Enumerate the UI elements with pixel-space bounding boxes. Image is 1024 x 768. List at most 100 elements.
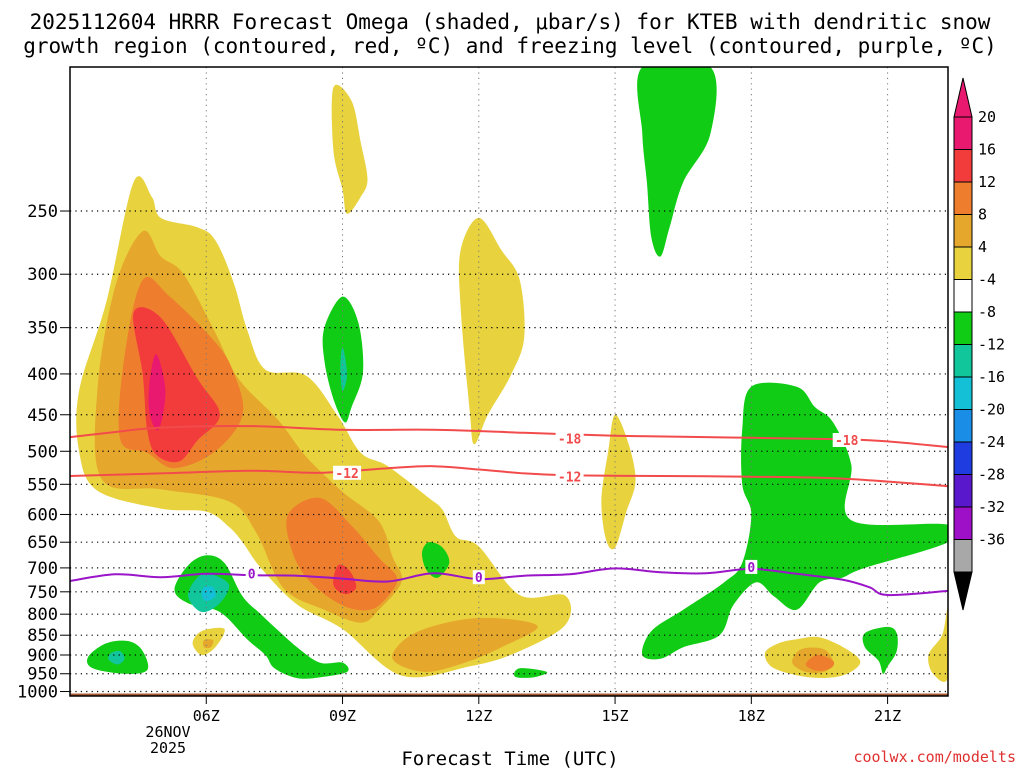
dgz-minus18-label-1: -18 bbox=[835, 434, 859, 449]
dgz-minus18-label-0: -18 bbox=[558, 433, 582, 448]
dgz-minus18-label-bg-0 bbox=[555, 431, 584, 446]
x-tick-label-21Z: 21Z bbox=[874, 707, 901, 725]
colorbar-label-4: 4 bbox=[978, 238, 987, 256]
omega-neg-16-06z bbox=[201, 586, 216, 601]
colorbar-label-9: -20 bbox=[978, 401, 1005, 419]
y-tick-label-650: 650 bbox=[27, 533, 58, 553]
colorbar-swatch-6 bbox=[953, 311, 973, 345]
omega-neg-8-13z bbox=[514, 668, 548, 678]
colorbar-label-5: -4 bbox=[978, 271, 996, 289]
omega-neg-12-04z bbox=[108, 650, 125, 665]
chart-title-line1: 2025112604 HRRR Forecast Omega (shaded, … bbox=[30, 10, 991, 34]
omega-neg-8-21z bbox=[862, 626, 898, 674]
freezing-level-0-label-1: 0 bbox=[475, 571, 483, 586]
freezing-level-0-label-2: 0 bbox=[747, 561, 755, 576]
freezing-level-0-line bbox=[70, 567, 948, 597]
y-tick-label-750: 750 bbox=[27, 583, 58, 603]
y-tick-label-800: 800 bbox=[27, 605, 58, 625]
freezing-level-0-label-bg-2 bbox=[745, 559, 758, 574]
colorbar-label-7: -12 bbox=[978, 336, 1005, 354]
colorbar-label-2: 12 bbox=[978, 173, 996, 191]
colorbar-label-13: -36 bbox=[978, 531, 1005, 549]
x-tick-label-09Z: 09Z bbox=[329, 707, 356, 725]
omega-neg-12-09z bbox=[340, 346, 348, 391]
x-tick-label-06Z: 06Z bbox=[193, 707, 220, 725]
colorbar-legend: 20 16 12 8 4 -4 -8 -12 -16 -20 -24 -28 -32 -36 bbox=[953, 77, 1005, 611]
colorbar-bottom-arrow bbox=[953, 571, 973, 611]
colorbar-label-1: 16 bbox=[978, 141, 996, 159]
omega-pos-20-early bbox=[148, 354, 166, 431]
y-tick-label-350: 350 bbox=[27, 319, 58, 339]
x-tick-label-15Z: 15Z bbox=[602, 707, 629, 725]
y-tick-label-850: 850 bbox=[27, 626, 58, 646]
time-axis: 06Z 09Z 12Z 15Z 18Z 21Z bbox=[193, 696, 901, 725]
dgz-minus18-line bbox=[70, 425, 948, 449]
colorbar-swatch-8 bbox=[953, 376, 973, 410]
ground-layer bbox=[70, 693, 948, 696]
temperature-contours: -18 -18 -12 -12 0 0 0 bbox=[70, 425, 948, 597]
colorbar-label-0: 20 bbox=[978, 108, 996, 126]
colorbar-swatch-5 bbox=[953, 279, 973, 313]
plot-frame bbox=[69, 66, 949, 697]
colorbar-swatch-12 bbox=[953, 506, 973, 540]
y-tick-label-950: 950 bbox=[27, 665, 58, 685]
y-tick-label-1000: 1000 bbox=[17, 683, 58, 703]
y-tick-label-600: 600 bbox=[27, 505, 58, 525]
omega-pos-4-early bbox=[76, 176, 572, 678]
colorbar-label-6: -8 bbox=[978, 303, 996, 321]
freezing-level-0-label-0: 0 bbox=[248, 567, 256, 582]
y-tick-label-550: 550 bbox=[27, 475, 58, 495]
colorbar-swatch-2 bbox=[953, 181, 973, 215]
y-tick-label-300: 300 bbox=[27, 265, 58, 285]
omega-pos-4-15z bbox=[601, 414, 636, 550]
dgz-minus12-label-bg-1 bbox=[555, 469, 584, 484]
colorbar-label-11: -28 bbox=[978, 466, 1005, 484]
omega-pos-12-19z bbox=[805, 654, 835, 671]
y-tick-label-500: 500 bbox=[27, 442, 58, 462]
colorbar-swatch-3 bbox=[953, 214, 973, 248]
date-label-year: 2025 bbox=[150, 739, 186, 757]
colorbar-label-8: -16 bbox=[978, 368, 1005, 386]
colorbar-top-arrow bbox=[953, 77, 973, 118]
pressure-axis: 2503003504004505005506006507007508008509… bbox=[17, 202, 70, 703]
omega-pos-4-edge bbox=[928, 608, 948, 682]
dgz-minus12-label-bg-0 bbox=[333, 465, 362, 480]
colorbar-label-10: -24 bbox=[978, 433, 1005, 451]
chart-title-line2: growth region (contoured, red, ºC) and f… bbox=[23, 34, 997, 58]
y-tick-label-250: 250 bbox=[27, 202, 58, 222]
ground-surface bbox=[70, 693, 948, 696]
freezing-level-0-label-bg-1 bbox=[472, 570, 485, 585]
colorbar-label-12: -32 bbox=[978, 498, 1005, 516]
x-tick-label-12Z: 12Z bbox=[465, 707, 492, 725]
colorbar-swatch-10 bbox=[953, 441, 973, 475]
colorbar-swatch-7 bbox=[953, 344, 973, 378]
colorbar-swatch-4 bbox=[953, 246, 973, 280]
omega-pos-4-top bbox=[331, 84, 368, 214]
y-tick-label-400: 400 bbox=[27, 365, 58, 385]
colorbar-swatch-11 bbox=[953, 474, 973, 508]
omega-pos-8-low bbox=[392, 617, 538, 672]
dgz-minus12-label-1: -12 bbox=[558, 471, 581, 486]
dgz-minus18-label-bg-1 bbox=[832, 432, 861, 447]
omega-neg-8-16z bbox=[637, 67, 717, 257]
colorbar-swatch-1 bbox=[953, 149, 973, 183]
colorbar-label-3: 8 bbox=[978, 206, 987, 224]
colorbar-swatch-13 bbox=[953, 539, 973, 573]
x-tick-label-18Z: 18Z bbox=[738, 707, 765, 725]
colorbar-swatch-0 bbox=[953, 116, 973, 150]
omega-pos-12-mid bbox=[286, 497, 398, 611]
omega-neg-8-11z bbox=[421, 542, 450, 578]
x-axis-label: Forecast Time (UTC) bbox=[401, 748, 618, 768]
dgz-minus12-line bbox=[70, 465, 948, 488]
date-label-day: 26NOV bbox=[145, 723, 190, 741]
watermark: coolwx.com/modelts bbox=[853, 748, 1016, 766]
y-tick-label-700: 700 bbox=[27, 559, 58, 579]
y-tick-label-450: 450 bbox=[27, 406, 58, 426]
omega-neg-8-18z bbox=[641, 382, 948, 660]
freezing-level-0-label-bg-0 bbox=[245, 566, 258, 581]
y-tick-label-900: 900 bbox=[27, 646, 58, 666]
colorbar-swatch-9 bbox=[953, 409, 973, 443]
grid-lines bbox=[70, 67, 948, 696]
dgz-minus12-label-0: -12 bbox=[335, 467, 358, 482]
